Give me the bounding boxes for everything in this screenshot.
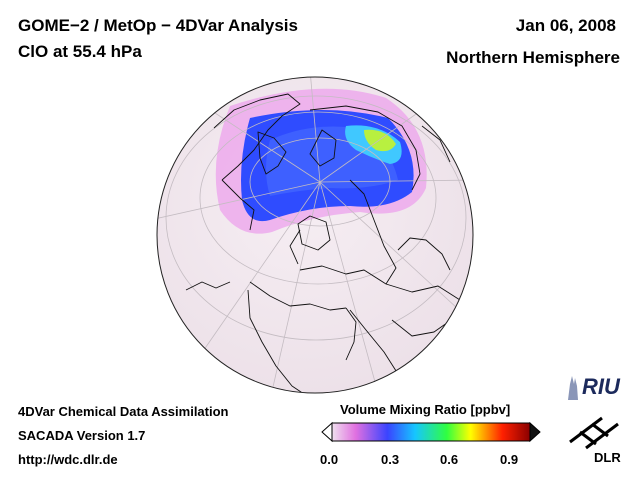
footer-line-2: SACADA Version 1.7 (18, 428, 146, 443)
colorbar-tick-0: 0.0 (320, 452, 339, 467)
colorbar-high-arrow (529, 421, 541, 443)
map-title: GOME−2 / MetOp − 4DVar Analysis (18, 16, 298, 35)
map-subtitle: ClO at 55.4 hPa (18, 42, 142, 61)
colorbar-tick-3: 0.9 (500, 452, 519, 467)
dlr-logo-icon (569, 416, 619, 450)
footer-url: http://wdc.dlr.de (18, 452, 118, 467)
colorbar-low-arrow (321, 421, 333, 443)
colorbar-gradient (331, 422, 531, 442)
hemisphere-label: Northern Hemisphere (446, 48, 620, 67)
coastlines (185, 93, 461, 393)
globe-map (156, 76, 474, 394)
footer-line-1: 4DVar Chemical Data Assimilation (18, 404, 229, 419)
clo-field (215, 88, 427, 234)
colorbar-tick-1: 0.3 (381, 452, 400, 467)
colorbar (321, 421, 541, 443)
riu-logo-icon (568, 376, 578, 400)
date-label: Jan 06, 2008 (515, 16, 616, 35)
riu-logo-text: RIU (582, 374, 620, 399)
colorbar-title: Volume Mixing Ratio [ppbv] (340, 402, 511, 417)
globe-rim (156, 76, 474, 394)
colorbar-tick-2: 0.6 (440, 452, 459, 467)
dlr-logo-text: DLR (594, 450, 621, 465)
